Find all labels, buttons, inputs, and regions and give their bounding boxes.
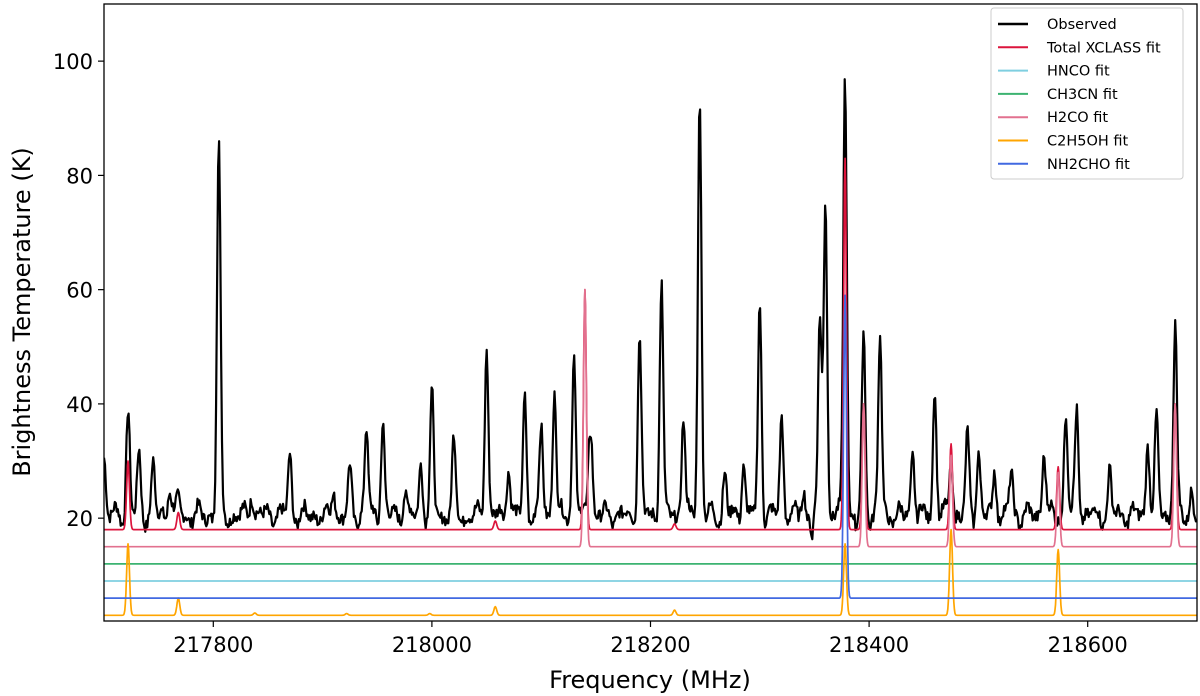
- y-axis: 20 40 60 80 100: [53, 50, 104, 531]
- legend-label-ch3cn: CH3CN fit: [1047, 87, 1118, 103]
- y-tick-label: 40: [66, 393, 93, 417]
- legend-box: [990, 7, 1184, 180]
- legend-label-nh2cho: NH2CHO fit: [1047, 157, 1130, 173]
- x-axis-label: Frequency (MHz): [549, 666, 751, 694]
- series-line-observed: [104, 78, 1197, 541]
- series-line-nh2cho: [104, 294, 1197, 599]
- x-tick-label: 217800: [173, 633, 253, 657]
- y-tick-label: 100: [53, 50, 93, 74]
- y-tick-label: 80: [66, 164, 93, 188]
- legend-label-hnco: HNCO fit: [1047, 64, 1110, 80]
- y-tick-label: 20: [66, 507, 93, 531]
- legend-label-c2h5oh: C2H5OH fit: [1047, 134, 1129, 150]
- legend-label-observed: Observed: [1047, 17, 1117, 33]
- x-tick-label: 218000: [392, 633, 472, 657]
- y-axis-label: Brightness Temperature (K): [8, 147, 36, 477]
- x-tick-label: 218200: [610, 633, 690, 657]
- x-tick-label: 218400: [829, 633, 909, 657]
- series-line-total: [104, 157, 1197, 531]
- legend-label-h2co: H2CO fit: [1047, 110, 1108, 126]
- x-tick-label: 218600: [1048, 633, 1128, 657]
- series-layer: [104, 78, 1197, 617]
- x-axis: 217800 218000 218200 218400 218600: [173, 621, 1128, 657]
- legend: Observed Total XCLASS fit HNCO fit CH3CN fi…: [990, 7, 1184, 180]
- series-line-h2co: [104, 288, 1197, 548]
- series-line-c2h5oh: [104, 528, 1197, 617]
- legend-label-total: Total XCLASS fit: [1046, 40, 1161, 56]
- y-tick-label: 60: [66, 279, 93, 303]
